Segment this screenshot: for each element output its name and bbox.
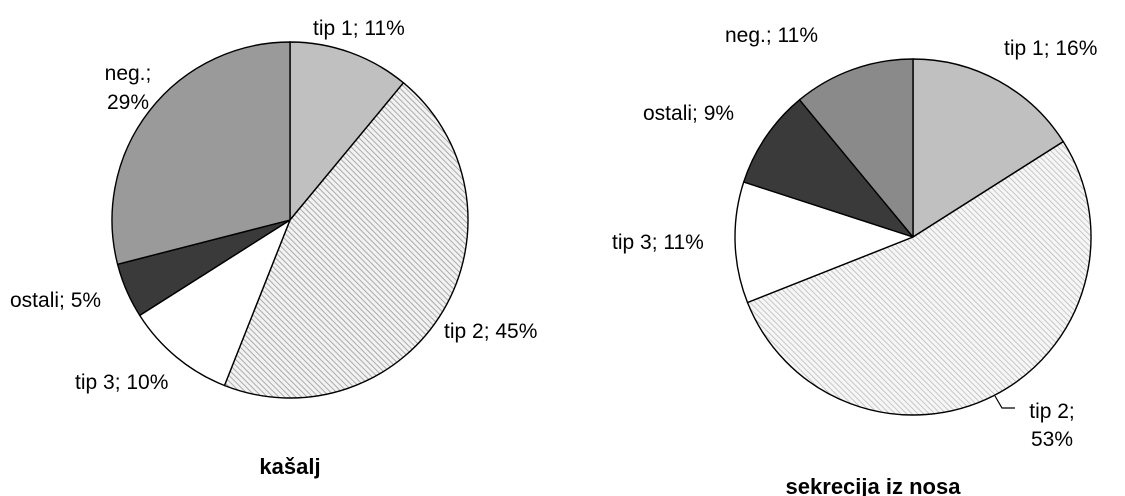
slice-label-tip2: tip 2; 45% xyxy=(444,320,537,343)
pie-slice-tip2 xyxy=(746,140,1092,416)
pie-slice-tip3 xyxy=(139,219,291,387)
pie-slice-tip2 xyxy=(223,82,469,399)
pie-chart-kasalj: tip 1; 11% tip 2; 45% tip 3; 10% ostali; 5%… xyxy=(10,17,537,479)
pie-slice-neg xyxy=(798,58,914,238)
slice-label-line: tip 3; 10% xyxy=(75,371,168,394)
slice-label-tip2: tip 2; 53% xyxy=(1029,400,1075,451)
slice-label-line: 29% xyxy=(107,91,149,114)
chart-title: sekrecija iz nosa xyxy=(786,474,962,496)
pie-chart-sekrecija-iz-nosa: tip 1; 16% tip 2; 53% tip 3; 11% ostali; 9% n… xyxy=(612,24,1097,496)
pie-slice-neg xyxy=(111,41,291,265)
slice-label-tip1: tip 1; 16% xyxy=(1004,37,1097,60)
slice-label-neg: neg.; 11% xyxy=(725,24,818,47)
slice-label-tip1: tip 1; 11% xyxy=(313,17,405,40)
slice-label-line: tip 1; 11% xyxy=(313,17,405,40)
slice-label-line: neg.; 11% xyxy=(725,24,818,47)
slice-label-tip3: tip 3; 11% xyxy=(612,231,704,254)
slice-label-line: tip 1; 16% xyxy=(1004,37,1097,60)
slice-label-ostali: ostali; 9% xyxy=(643,102,734,125)
pie-slice-tip3 xyxy=(734,181,914,304)
pie-slice-tip1 xyxy=(912,58,1064,238)
slice-label-line: neg.; xyxy=(105,62,152,85)
slice-label-line: tip 3; 11% xyxy=(612,231,704,254)
chart-title: kašalj xyxy=(259,454,320,479)
slice-label-line: 53% xyxy=(1031,428,1073,451)
slice-label-tip3: tip 3; 10% xyxy=(75,371,168,394)
slice-label-ostali: ostali; 5% xyxy=(10,289,101,312)
slice-label-neg: neg.; 29% xyxy=(105,62,152,114)
pie-slice-ostali xyxy=(743,99,914,238)
slice-label-line: tip 2; xyxy=(1029,400,1075,423)
slice-label-line: ostali; 5% xyxy=(10,289,101,312)
slice-label-line: ostali; 9% xyxy=(643,102,734,125)
leader-line-tip2 xyxy=(994,395,1015,409)
slice-label-line: tip 2; 45% xyxy=(444,320,537,343)
pie-slice-tip1 xyxy=(289,41,405,221)
